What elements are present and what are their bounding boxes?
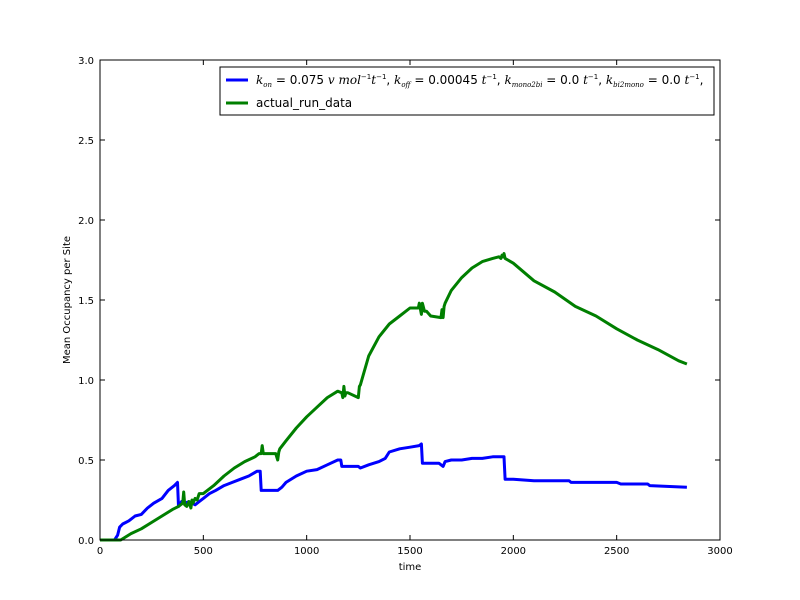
- x-tick-label: 500: [194, 546, 213, 557]
- legend-label-series-2: actual_run_data: [256, 96, 352, 110]
- x-tick-label: 0: [97, 546, 103, 557]
- x-tick-label: 1500: [397, 546, 422, 557]
- series-line-2: [100, 252, 688, 542]
- legend-box: [219, 66, 715, 116]
- y-axis-label: Mean Occupancy per Site: [62, 236, 73, 364]
- y-tick-label: 2.5: [78, 136, 94, 147]
- legend-label-series-1: kon = 0.075 v mol−1t−1, koff = 0.00045 t…: [256, 73, 703, 89]
- series-line-1: [100, 442, 687, 542]
- x-tick-label: 3000: [707, 546, 732, 557]
- tick-layer: 0 500 1000 1500 2000 2500 3000 0.0 0.5 1.0 1.5 2.0 2…: [78, 56, 733, 557]
- plot-area: [100, 60, 720, 540]
- x-axis-label: time: [399, 562, 422, 573]
- x-tick-label: 2000: [501, 546, 526, 557]
- y-tick-label: 1.5: [78, 296, 94, 307]
- series-layer: [100, 252, 688, 542]
- legend: kon = 0.075 v mol−1t−1, koff = 0.00045 t…: [219, 66, 715, 116]
- y-tick-label: 2.0: [78, 216, 94, 227]
- y-tick-label: 0.5: [78, 456, 94, 467]
- y-tick-label: 0.0: [78, 536, 94, 547]
- y-tick-label: 1.0: [78, 376, 94, 387]
- y-tick-label: 3.0: [78, 56, 94, 67]
- x-tick-label: 2500: [604, 546, 629, 557]
- x-tick-label: 1000: [294, 546, 319, 557]
